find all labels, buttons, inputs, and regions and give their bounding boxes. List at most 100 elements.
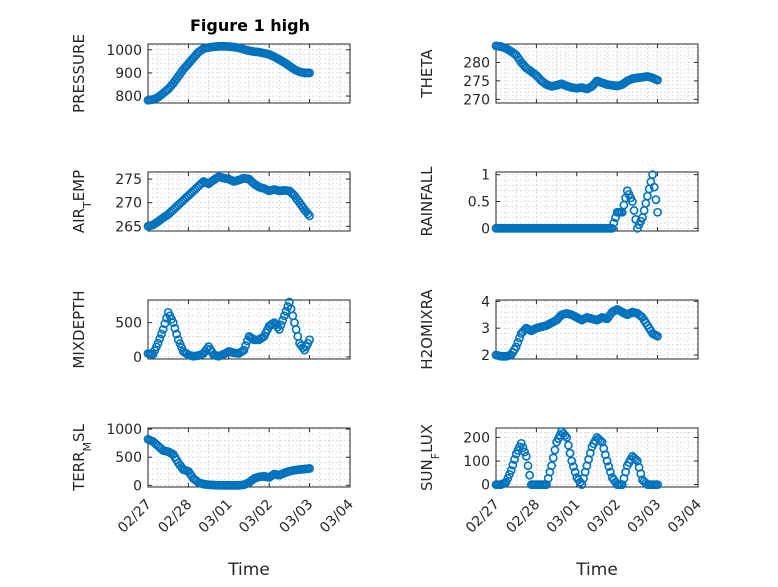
data-point-interpolated: [651, 195, 661, 205]
data-point-interpolated: [525, 470, 535, 480]
data-point-interpolated: [548, 453, 558, 463]
y-tick-label: 275: [463, 74, 490, 90]
data-point: [567, 456, 577, 466]
y-axis-label: PRESSURE: [70, 34, 88, 113]
data-point: [305, 68, 314, 78]
data-point: [521, 451, 531, 461]
data-point: [653, 207, 662, 217]
data-point-interpolated: [631, 455, 641, 464]
data-point-interpolated: [278, 315, 288, 325]
axes-frame: [147, 171, 351, 232]
data-point-interpolated: [604, 462, 614, 471]
data-point-interpolated: [155, 334, 165, 344]
y-axis-label: TERRMSL: [70, 423, 94, 492]
data-point-interpolated: [550, 445, 560, 455]
y-tick-label: 500: [115, 316, 142, 332]
y-axis-label: AIRTEMP: [70, 170, 94, 233]
y-tick-label: 0.5: [468, 195, 490, 211]
data-point-interpolated: [570, 467, 580, 477]
y-tick-label: 0: [481, 478, 490, 494]
data-point-interpolated: [606, 467, 615, 477]
y-tick-label: 1: [481, 168, 490, 184]
y-tick-label: 270: [115, 196, 142, 212]
data-point-interpolated: [560, 431, 570, 440]
y-tick-label: 1000: [106, 422, 142, 438]
data-point: [506, 466, 516, 475]
data-point: [516, 438, 526, 448]
data-point: [602, 456, 612, 466]
y-tick-label: 3: [481, 321, 490, 337]
data-point-interpolated: [170, 323, 180, 333]
data-point: [627, 197, 637, 206]
data-point-interpolated: [513, 338, 523, 347]
y-tick-label: 200: [463, 430, 490, 446]
panel-theta: 270 275 280 THETA: [418, 41, 699, 108]
data-point: [607, 223, 617, 233]
axes-frame: [147, 299, 351, 360]
y-tick-label: 0: [133, 350, 142, 366]
y-tick-label: 800: [115, 89, 142, 105]
data-point-interpolated: [569, 462, 578, 471]
axes-frame: [147, 43, 351, 104]
data-point: [562, 433, 572, 442]
axes-frame: [495, 43, 699, 104]
data-point: [279, 311, 289, 321]
axes-frame: [495, 427, 699, 488]
data-point-interpolated: [508, 460, 518, 470]
axes-frame: [495, 299, 699, 360]
data-point: [305, 335, 314, 345]
y-tick-label: 1000: [106, 43, 142, 59]
data-point-interpolated: [649, 182, 659, 192]
data-point: [653, 75, 662, 85]
panel-rainfall: 0 0.5 1 RAINFALL: [418, 166, 699, 237]
data-point-interpolated: [510, 455, 519, 464]
y-axis-label: MIXDEPTH: [70, 290, 88, 368]
data-point: [653, 331, 662, 341]
data-point-interpolated: [241, 341, 251, 350]
data-point-interpolated: [172, 329, 182, 339]
data-point: [547, 461, 556, 471]
y-tick-label: 0: [481, 221, 490, 237]
data-point: [653, 480, 662, 490]
y-tick-label: 265: [115, 219, 142, 235]
y-tick-label: 500: [115, 450, 142, 466]
y-tick-label: 100: [463, 454, 490, 470]
data-point-interpolated: [160, 319, 170, 329]
y-axis-label: H2OMIXRA: [418, 289, 436, 370]
data-point-interpolated: [563, 440, 573, 450]
y-axis-label: RAINFALL: [418, 166, 436, 237]
data-point-interpolated: [157, 329, 166, 339]
y-tick-label: 0: [133, 478, 142, 494]
data-point: [274, 325, 284, 334]
data-point-interpolated: [629, 206, 639, 215]
data-point-interpolated: [595, 436, 605, 445]
data-point-interpolated: [520, 447, 530, 457]
x-axis-label: Time: [575, 560, 618, 580]
data-point: [648, 170, 657, 180]
data-point-interpolated: [518, 443, 528, 453]
data-point-interpolated: [523, 461, 533, 471]
panel-pressure: 800 900 1000 PRESSURE: [70, 34, 351, 113]
data-point: [168, 318, 178, 328]
panel-mixdepth: 0 500 MIXDEPTH: [70, 290, 351, 369]
figure-title: Figure 1 high: [190, 16, 310, 35]
y-tick-label: 2: [481, 348, 490, 364]
data-point-interpolated: [276, 320, 286, 330]
y-tick-label: 280: [463, 55, 490, 71]
x-axis-label: Time: [227, 560, 270, 580]
data-point: [305, 211, 314, 221]
y-tick-label: 900: [115, 66, 142, 82]
panel-air_temp: 265 270 275 AIRTEMP: [70, 170, 351, 235]
data-point-interpolated: [609, 218, 619, 228]
data-point: [153, 338, 163, 348]
data-point: [158, 325, 168, 334]
data-point: [511, 342, 521, 352]
panel-h2omixra: 2 3 4 H2OMIXRA: [418, 289, 699, 370]
y-tick-label: 270: [463, 92, 490, 108]
data-point: [305, 464, 314, 473]
y-axis-label: THETA: [418, 49, 436, 99]
data-point: [239, 345, 249, 355]
data-point-interpolated: [303, 209, 313, 219]
